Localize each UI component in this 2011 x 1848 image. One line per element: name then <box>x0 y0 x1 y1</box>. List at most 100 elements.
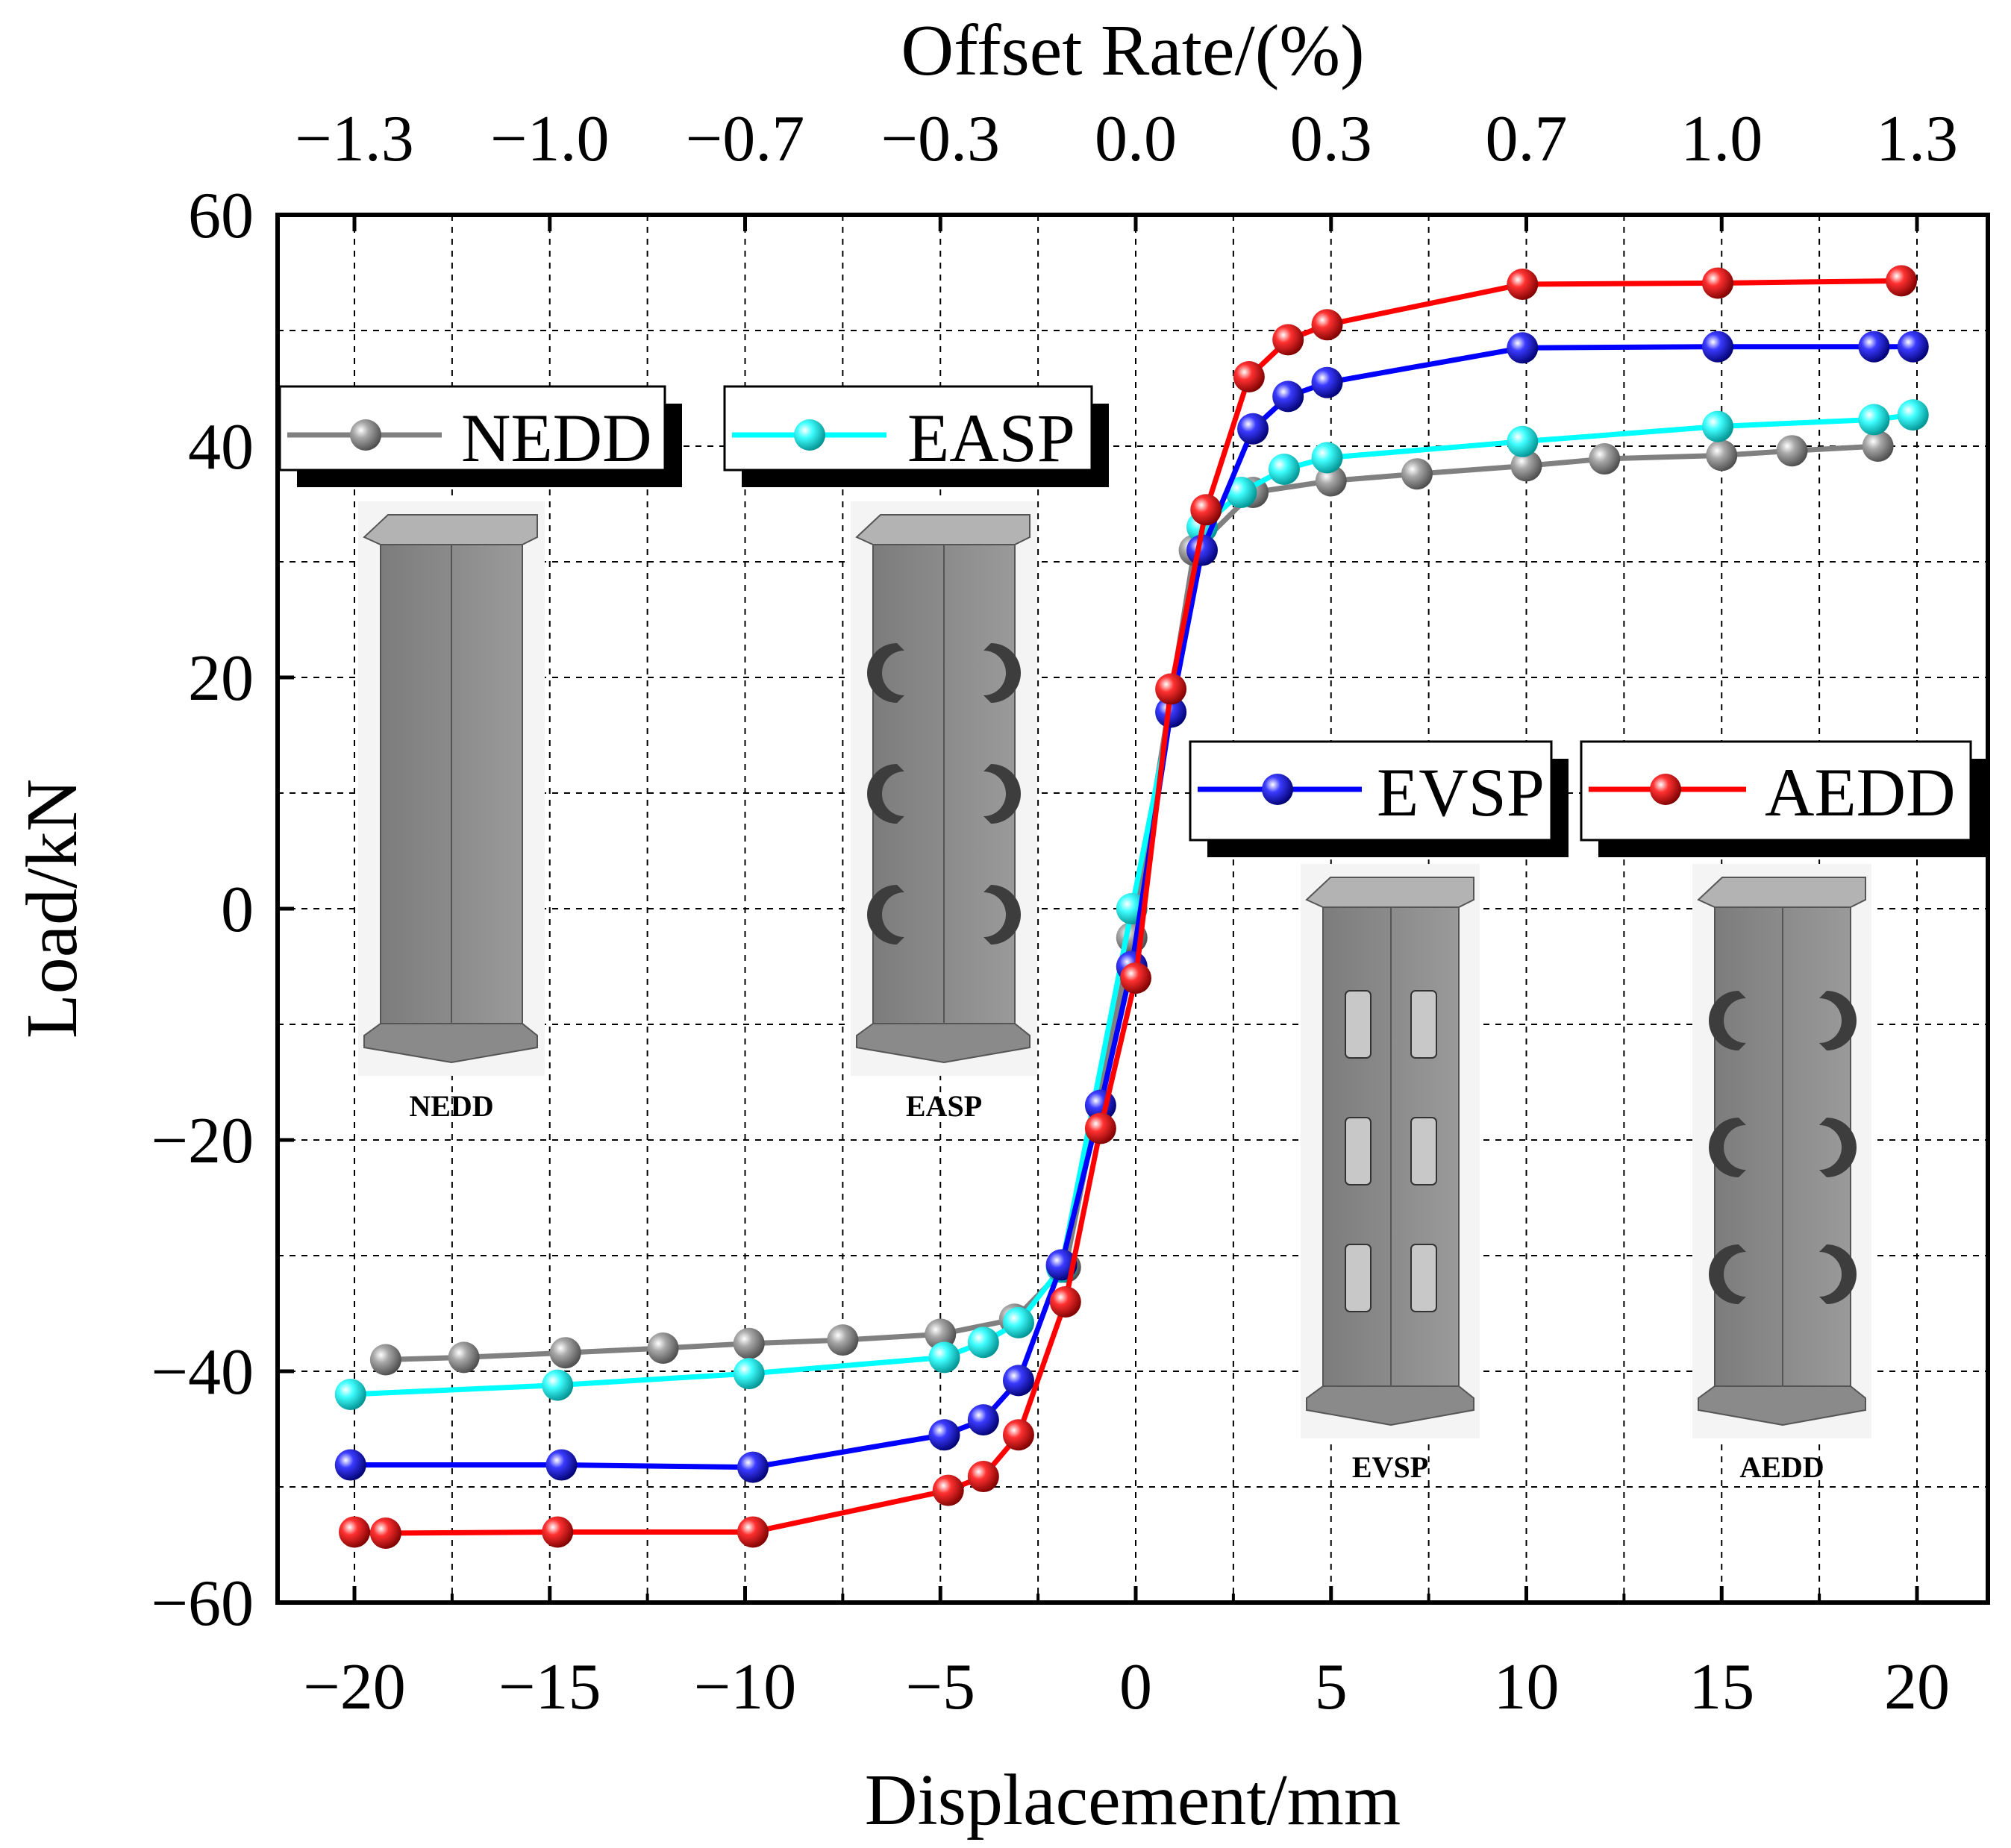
x-tick-label: 20 <box>1884 1651 1950 1723</box>
data-point-aedd <box>1702 267 1734 299</box>
x-tick-label: 5 <box>1315 1651 1348 1723</box>
x-tick-label: 15 <box>1689 1651 1754 1723</box>
data-point-easp <box>733 1358 765 1390</box>
data-point-nedd <box>448 1341 480 1374</box>
data-point-easp <box>1897 399 1929 431</box>
data-point-aedd <box>1190 494 1222 526</box>
y-tick-label: 40 <box>188 411 254 483</box>
top-tick-label: 0.0 <box>1095 103 1177 175</box>
data-point-easp <box>1702 410 1734 442</box>
y-tick-label: 20 <box>188 642 254 715</box>
y-axis-title: Load/kN <box>12 779 93 1039</box>
y-tick-label: 0 <box>221 874 254 946</box>
data-point-nedd <box>827 1324 859 1356</box>
data-point-evsp <box>1002 1365 1034 1397</box>
data-point-evsp <box>334 1449 366 1481</box>
data-point-easp <box>1268 454 1300 485</box>
data-point-aedd <box>1084 1112 1116 1144</box>
data-point-aedd <box>1886 265 1918 297</box>
inset-evsp-column <box>1301 864 1480 1438</box>
data-point-aedd <box>736 1516 769 1548</box>
data-point-nedd <box>733 1327 765 1359</box>
data-point-evsp <box>1311 366 1343 398</box>
legend-label-easp: EASP <box>907 400 1075 476</box>
legend-evsp: EVSP <box>1189 740 1569 857</box>
inset-label-easp: EASP <box>906 1089 982 1123</box>
data-point-nedd <box>549 1337 581 1369</box>
data-point-nedd <box>1776 435 1808 467</box>
data-point-aedd <box>1049 1286 1081 1318</box>
legend-easp: EASP <box>723 385 1109 487</box>
x-tick-label: 10 <box>1494 1651 1560 1723</box>
data-point-nedd <box>1706 439 1738 472</box>
legend-aedd: AEDD <box>1580 740 1988 857</box>
inset-aedd-column <box>1692 864 1871 1438</box>
data-point-evsp <box>1237 413 1269 445</box>
data-point-evsp <box>1897 331 1929 363</box>
data-point-evsp <box>1155 696 1187 728</box>
x-tick-label: 0 <box>1119 1651 1152 1723</box>
data-point-evsp <box>1507 332 1539 364</box>
legend-nedd: NEDD <box>278 385 682 487</box>
series-easp <box>334 399 1929 1410</box>
data-point-evsp <box>1702 331 1734 363</box>
data-point-aedd <box>1507 269 1539 300</box>
data-point-easp <box>1002 1306 1034 1338</box>
series-line-aedd <box>354 278 1902 1536</box>
data-point-evsp <box>928 1419 960 1451</box>
data-point-easp <box>1858 404 1890 436</box>
data-point-nedd <box>1510 450 1542 482</box>
data-point-nedd <box>1589 443 1621 475</box>
data-point-nedd <box>1862 430 1894 462</box>
column-insets: NEDD EASP <box>358 501 1871 1484</box>
data-point-nedd <box>1315 465 1347 497</box>
data-point-evsp <box>545 1449 578 1481</box>
data-point-nedd <box>1401 458 1433 490</box>
data-point-evsp <box>1272 380 1304 413</box>
x-tick-label: −5 <box>905 1651 975 1723</box>
top-tick-label: 0.7 <box>1486 103 1568 175</box>
inset-nedd-column <box>358 501 545 1076</box>
legend-label-aedd: AEDD <box>1765 754 1956 830</box>
legend-label-nedd: NEDD <box>461 400 652 476</box>
top-tick-label: 1.3 <box>1876 103 1958 175</box>
data-point-easp <box>542 1369 574 1401</box>
top-tick-label: −1.3 <box>295 103 414 175</box>
inset-label-nedd: NEDD <box>409 1089 493 1123</box>
data-point-aedd <box>967 1461 999 1493</box>
data-point-evsp <box>736 1451 769 1483</box>
data-point-aedd <box>1155 673 1187 705</box>
top-tick-label: −1.0 <box>490 103 610 175</box>
x-tick-label: −20 <box>303 1651 406 1723</box>
data-point-aedd <box>932 1474 964 1506</box>
data-point-aedd <box>1233 361 1265 392</box>
inset-easp-column <box>851 501 1037 1076</box>
data-point-easp <box>334 1379 366 1410</box>
data-point-aedd <box>1272 324 1304 356</box>
x-tick-label: −15 <box>498 1651 601 1723</box>
top-tick-label: −0.3 <box>881 103 1000 175</box>
data-point-easp <box>967 1327 999 1359</box>
data-point-aedd <box>1311 309 1343 341</box>
axis-ticks: −20 −15 −10 −5 0 5 10 15 20 −60 −40 −20 0 20 40 60 −1.3 −… <box>151 103 1958 1723</box>
data-point-nedd <box>647 1332 679 1364</box>
data-point-aedd <box>339 1516 370 1548</box>
series-aedd <box>339 265 1918 1549</box>
data-point-aedd <box>542 1516 574 1548</box>
top-tick-label: 0.3 <box>1290 103 1372 175</box>
data-series <box>334 265 1929 1549</box>
data-point-easp <box>1311 442 1343 474</box>
data-point-nedd <box>369 1344 401 1376</box>
x-tick-label: −10 <box>694 1651 797 1723</box>
y-tick-label: 60 <box>188 180 254 252</box>
y-tick-label: −40 <box>151 1336 254 1409</box>
data-point-aedd <box>1002 1419 1034 1451</box>
inset-label-aedd: AEDD <box>1739 1450 1824 1484</box>
y-tick-label: −20 <box>151 1105 254 1177</box>
data-point-evsp <box>967 1404 999 1436</box>
top-tick-label: 1.0 <box>1680 103 1763 175</box>
x-axis-title: Displacement/mm <box>865 1760 1401 1841</box>
top-axis-title: Offset Rate/(%) <box>901 10 1364 91</box>
top-tick-label: −0.7 <box>686 103 805 175</box>
